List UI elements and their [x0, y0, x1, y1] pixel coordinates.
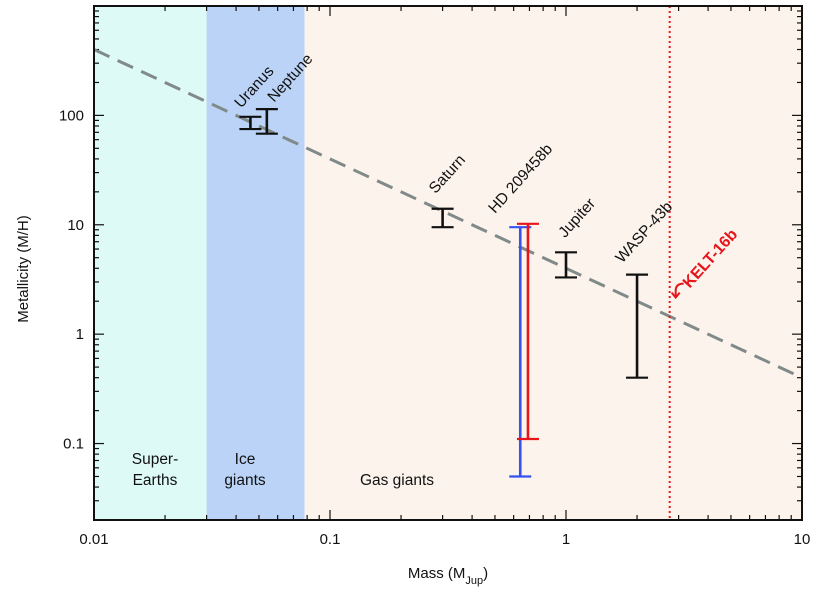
x-axis-title: Mass (MJup) [408, 565, 488, 587]
y-tick-label-1: 1 [76, 326, 84, 343]
x-tick-label-0-1: 0.1 [320, 531, 341, 548]
region-label-ice-giants-line-1: Ice [235, 451, 256, 468]
error-bar-saturn [431, 207, 454, 229]
error-bars [239, 108, 649, 478]
y-tick-label-100: 100 [59, 107, 84, 124]
y-tick-label-0-1: 0.1 [63, 436, 84, 453]
y-axis-title: Metallicity (M/H) [15, 215, 32, 323]
x-axis-title-close: ) [483, 565, 488, 582]
region-label-ice-giants-line-2: giants [224, 472, 266, 489]
error-bar-jupiter [555, 251, 577, 279]
region-bands [94, 6, 802, 520]
region-ice-giants [206, 6, 305, 520]
trend-line [93, 48, 803, 380]
x-tick-label-1: 1 [562, 531, 570, 548]
region-labels: Super- Earths Ice giants Gas giants [132, 451, 435, 489]
error-bar-uranus [239, 115, 262, 131]
region-label-super-earths-line-1: Super- [132, 451, 179, 468]
region-label-super-earths-line-2: Earths [133, 472, 178, 489]
x-tick-label-10: 10 [794, 531, 811, 548]
plot-frame [93, 5, 803, 521]
trend-line-group [93, 48, 803, 380]
error-bar-wasp-43b [626, 273, 649, 379]
tick-labels: 0.01 0.1 1 10 0.1 1 10 100 [59, 107, 810, 548]
kelt-16b-arrow [670, 282, 684, 300]
error-bar-hd-209458b-red [516, 222, 539, 441]
y-tick-label-10: 10 [67, 217, 84, 234]
x-tick-label-0-01: 0.01 [79, 531, 108, 548]
region-label-gas-giants-line-1: Gas giants [360, 472, 434, 489]
x-axis-title-main: Mass (M [408, 565, 466, 582]
x-axis-title-sub: Jup [465, 575, 483, 587]
region-super-earths [94, 6, 207, 520]
error-bar-neptune [255, 108, 278, 135]
